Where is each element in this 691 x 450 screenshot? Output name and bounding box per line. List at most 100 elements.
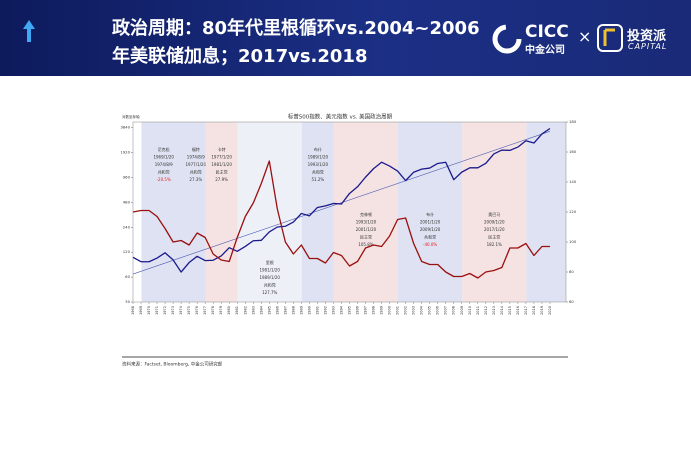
period-label: 127.7% (262, 290, 277, 295)
y2-tick-label: 60 (569, 299, 574, 304)
period-label: 共和党 (158, 169, 170, 175)
series-line (132, 127, 551, 273)
x-tick-label: 1994 (339, 305, 343, 315)
period-label: 182.1% (487, 242, 502, 247)
period-label: 1974/8/9 (187, 155, 205, 160)
y-tick-label: 960 (123, 174, 131, 179)
period-label: 共和党 (264, 282, 276, 288)
x-tick-label: 2019 (540, 306, 544, 315)
y-tick-label: 240 (123, 224, 131, 229)
period-label: -40.0% (423, 242, 437, 247)
period-label: 尼克松 (158, 146, 170, 152)
period-label: 1974/8/9 (155, 162, 173, 167)
x-tick-label: 2007 (444, 306, 448, 315)
y2-tick-label: 80 (569, 269, 574, 274)
y-tick-label: 30 (125, 299, 130, 304)
period-label: 奥巴马 (488, 211, 500, 217)
period-label: 1989/1/20 (308, 155, 329, 160)
x-tick-label: 1996 (356, 306, 360, 315)
x-tick-label: 1989 (299, 306, 303, 315)
chart-title: 标普500指数、美元指数 vs. 美国政治周期 (288, 113, 393, 121)
logo-text: 中金公司 (525, 45, 565, 56)
x-tick-label: 2012 (484, 306, 488, 315)
x-tick-label: 1970 (147, 306, 151, 315)
x-tick-label: 2018 (532, 306, 536, 315)
y2-tick-label: 160 (569, 149, 577, 154)
x-tick-label: 2008 (452, 306, 456, 315)
x-tick-label: 1995 (348, 306, 352, 315)
x-tick-label: 2003 (412, 306, 416, 315)
x-tick-label: 1980 (227, 306, 231, 315)
x-tick-label: 2017 (524, 306, 528, 315)
x-tick-label: 2000 (388, 306, 392, 315)
logo-cross: × (578, 27, 592, 46)
period-label: 共和党 (190, 169, 202, 175)
period-label: 27.9% (215, 177, 228, 182)
y2-tick-label: 100 (569, 239, 577, 244)
y2-tick-label: 120 (569, 209, 577, 214)
period-label: 27.3% (189, 177, 202, 182)
x-tick-label: 1973 (171, 306, 175, 315)
x-tick-label: 2009 (460, 306, 464, 315)
x-tick-label: 1972 (163, 306, 167, 315)
period-label: 布什 (426, 211, 434, 217)
y-tick-label: 120 (123, 249, 131, 254)
x-tick-label: 1982 (243, 306, 247, 315)
source: 资料来源：Factset, Bloomberg, 中金公司研究部 (122, 361, 223, 368)
period-label: 2001/1/20 (420, 220, 441, 225)
x-tick-label: 2010 (468, 306, 472, 315)
x-tick-label: 1976 (195, 306, 199, 315)
x-tick-label: 2006 (436, 306, 440, 315)
period-label: 福特 (192, 146, 200, 152)
logo-text: 投资派 (627, 29, 667, 44)
period-label: 2017/1/20 (484, 227, 505, 232)
period-label: 里根 (266, 259, 274, 265)
y-tick-label: 3840 (120, 125, 130, 130)
logo-text: CAPITAL (628, 42, 668, 51)
y-tick-label: 480 (123, 199, 131, 204)
period-label: 105.8% (358, 242, 373, 247)
y-axis-label: 对数坐标轴 (122, 114, 140, 119)
period-band (526, 122, 566, 302)
y-tick-label: 60 (125, 274, 130, 279)
period-label: 2009/1/20 (420, 227, 441, 232)
x-tick-label: 1969 (139, 306, 143, 315)
period-label: 1993/1/20 (356, 220, 377, 225)
x-tick-label: 2011 (476, 306, 480, 315)
period-label: 民主党 (216, 169, 228, 175)
period-label: 1977/1/20 (186, 162, 207, 167)
x-tick-label: 1991 (315, 306, 319, 315)
x-tick-label: 1977 (203, 306, 207, 315)
period-label: 民主党 (360, 234, 372, 240)
chart: 标普500指数、美元指数 vs. 美国政治周期 对数坐标轴 资料来源：Facts… (120, 113, 577, 368)
period-label: 2009/1/20 (484, 220, 505, 225)
period-label: 共和党 (312, 169, 324, 175)
x-tick-label: 2020 (548, 306, 552, 315)
x-tick-label: 1999 (380, 306, 384, 315)
period-label: 克林顿 (360, 211, 372, 217)
header-bar: 政治周期：80年代里根循环vs.2004~2006 年美联储加息；2017vs.… (0, 0, 691, 76)
period-label: 1981/1/20 (259, 268, 280, 273)
x-tick-label: 1990 (307, 306, 311, 315)
period-band (462, 122, 527, 302)
period-label: 1977/1/20 (211, 155, 232, 160)
x-tick-label: 1983 (251, 306, 255, 315)
x-tick-label: 1981 (235, 306, 239, 315)
period-label: 1993/1/20 (308, 162, 329, 167)
period-band (185, 122, 206, 302)
period-band (301, 122, 334, 302)
x-tick-label: 2014 (500, 305, 504, 315)
period-label: -20.5% (157, 177, 171, 182)
series-line (132, 160, 550, 279)
logo-text: CICC (525, 22, 569, 42)
title-line: 年美联储加息；2017vs.2018 (112, 46, 368, 67)
x-tick-label: 1974 (179, 305, 183, 315)
x-tick-label: 1975 (187, 306, 191, 315)
period-label: 2001/1/20 (356, 227, 377, 232)
period-label: 1969/1/20 (153, 155, 174, 160)
x-tick-label: 1971 (155, 306, 159, 315)
x-tick-label: 1987 (283, 306, 287, 315)
y2-tick-label: 180 (569, 119, 577, 124)
x-tick-label: 1998 (372, 306, 376, 315)
x-tick-label: 1992 (323, 306, 327, 315)
